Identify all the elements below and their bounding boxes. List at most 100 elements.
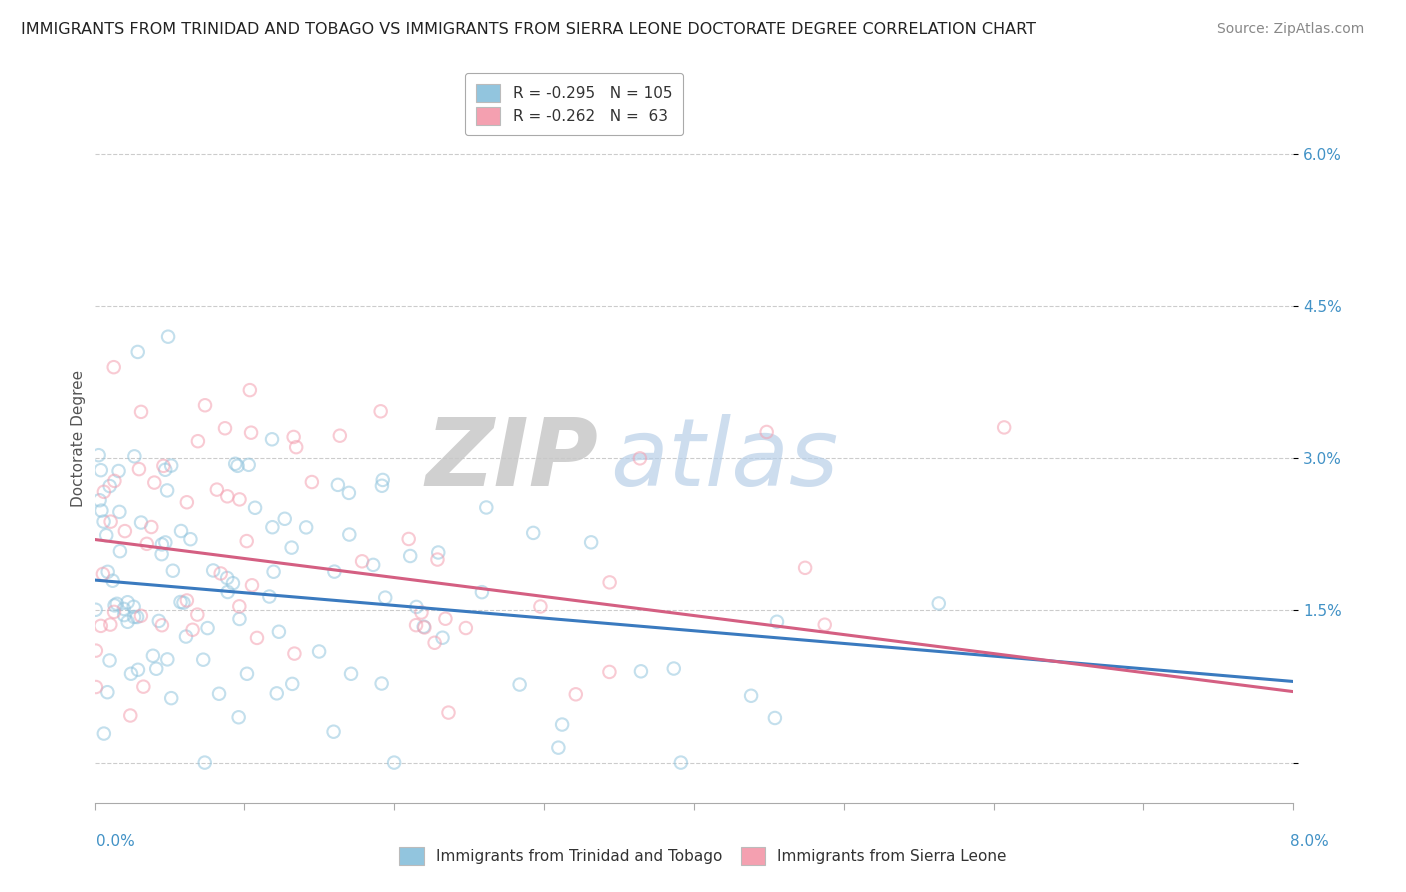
Point <box>93 484 115 499</box>
Point <box>98 479 121 493</box>
Point <box>295 520 318 534</box>
Point <box>598 665 620 679</box>
Point <box>274 512 297 526</box>
Point <box>352 554 374 568</box>
Point <box>160 691 183 706</box>
Point <box>120 666 142 681</box>
Point <box>217 489 239 503</box>
Point <box>100 515 122 529</box>
Point <box>599 575 621 590</box>
Point <box>628 451 651 466</box>
Point <box>398 532 420 546</box>
Point <box>135 537 157 551</box>
Point <box>337 527 360 541</box>
Point <box>755 425 778 439</box>
Point <box>181 623 204 637</box>
Point <box>143 475 166 490</box>
Point <box>243 500 266 515</box>
Point <box>228 599 250 614</box>
Point <box>103 474 125 488</box>
Point <box>150 618 173 632</box>
Point <box>301 475 323 489</box>
Point <box>90 503 112 517</box>
Text: atlas: atlas <box>610 415 838 506</box>
Point <box>101 574 124 588</box>
Point <box>509 677 531 691</box>
Point <box>142 648 165 663</box>
Point <box>169 595 191 609</box>
Point <box>222 576 245 591</box>
Point <box>432 631 454 645</box>
Point <box>239 383 262 397</box>
Point <box>127 663 149 677</box>
Point <box>87 448 110 462</box>
Point <box>124 450 146 464</box>
Point <box>98 653 121 667</box>
Point <box>411 606 433 620</box>
Point <box>193 653 215 667</box>
Point <box>114 524 136 538</box>
Point <box>475 500 498 515</box>
Point <box>155 463 177 477</box>
Point <box>266 686 288 700</box>
Point <box>246 631 269 645</box>
Point <box>156 652 179 666</box>
Point <box>145 662 167 676</box>
Text: Source: ZipAtlas.com: Source: ZipAtlas.com <box>1216 22 1364 37</box>
Point <box>928 596 950 610</box>
Text: 8.0%: 8.0% <box>1289 834 1329 848</box>
Point <box>176 593 198 607</box>
Point <box>104 599 127 613</box>
Point <box>179 532 201 546</box>
Point <box>122 610 145 624</box>
Point <box>202 564 225 578</box>
Point <box>426 552 449 566</box>
Point <box>197 621 219 635</box>
Point <box>371 479 394 493</box>
Point <box>323 565 346 579</box>
Point <box>283 647 305 661</box>
Point <box>84 603 107 617</box>
Point <box>260 432 283 446</box>
Point <box>285 440 308 454</box>
Point <box>322 724 344 739</box>
Point <box>141 520 163 534</box>
Point <box>93 515 115 529</box>
Point <box>174 630 197 644</box>
Point <box>103 360 125 375</box>
Point <box>187 434 209 449</box>
Point <box>238 458 260 472</box>
Point <box>522 525 544 540</box>
Point <box>93 726 115 740</box>
Text: IMMIGRANTS FROM TRINIDAD AND TOBAGO VS IMMIGRANTS FROM SIERRA LEONE DOCTORATE DE: IMMIGRANTS FROM TRINIDAD AND TOBAGO VS I… <box>21 22 1036 37</box>
Point <box>129 516 152 530</box>
Point <box>97 565 120 579</box>
Point <box>98 617 121 632</box>
Point <box>370 404 392 418</box>
Point <box>547 740 569 755</box>
Point <box>370 676 392 690</box>
Point <box>437 706 460 720</box>
Point <box>205 483 228 497</box>
Point <box>209 566 232 581</box>
Point <box>337 486 360 500</box>
Point <box>156 483 179 498</box>
Point <box>125 610 148 624</box>
Point <box>240 425 263 440</box>
Point <box>122 599 145 614</box>
Point <box>308 644 330 658</box>
Point <box>662 661 685 675</box>
Point <box>176 495 198 509</box>
Point <box>794 561 817 575</box>
Point <box>224 457 246 471</box>
Point <box>157 329 180 343</box>
Point <box>170 524 193 538</box>
Text: 0.0%: 0.0% <box>96 834 135 848</box>
Y-axis label: Doctorate Degree: Doctorate Degree <box>72 369 86 507</box>
Point <box>214 421 236 435</box>
Point <box>172 596 194 610</box>
Point <box>630 665 652 679</box>
Point <box>993 420 1015 434</box>
Point <box>91 566 114 581</box>
Point <box>763 711 786 725</box>
